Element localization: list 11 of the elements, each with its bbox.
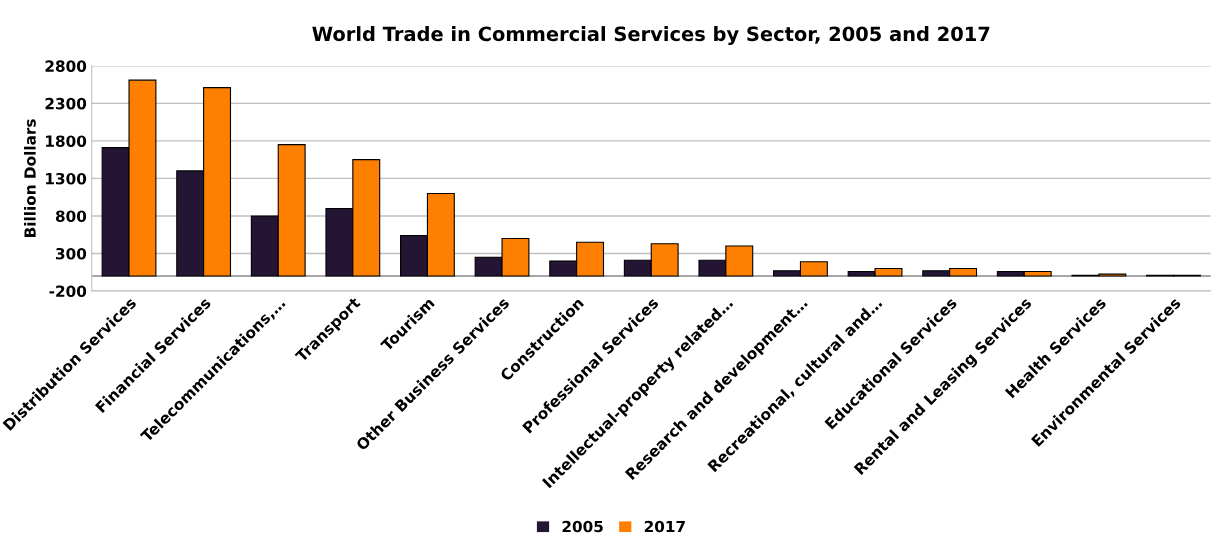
y-axis-title: Billion Dollars <box>24 119 36 237</box>
y-tick-label: -200 <box>49 285 87 297</box>
y-tick-label: 1800 <box>46 135 87 147</box>
legend-label: 2005 <box>562 520 603 533</box>
y-tick-label: 1300 <box>46 172 87 185</box>
y-tick-label: 300 <box>56 247 87 260</box>
y-tick-label: 800 <box>55 210 87 222</box>
y-tick-label: 2800 <box>45 60 87 72</box>
y-tick-label: 2300 <box>45 97 87 110</box>
legend-label: 2017 <box>644 520 685 533</box>
chart-title: World Trade in Commercial Services by Sector, 2005 and 2017 <box>312 26 990 46</box>
